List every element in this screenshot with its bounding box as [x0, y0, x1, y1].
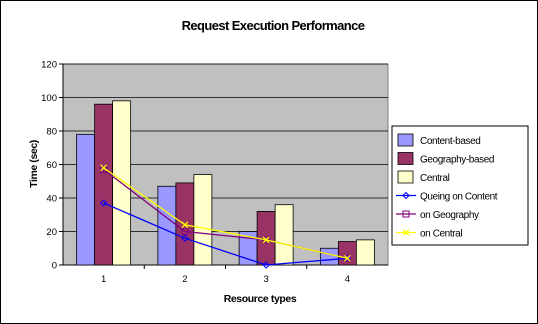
marker-on-central	[262, 236, 270, 244]
bar-geography-based	[94, 103, 114, 266]
y-tick-label: 20	[46, 227, 57, 238]
x-tick-label: 4	[345, 274, 350, 285]
x-tick-label: 3	[263, 274, 268, 285]
legend-label: on Central	[420, 229, 462, 240]
legend-label: Queing on Content	[420, 192, 498, 203]
legend-label: Central	[420, 173, 450, 184]
legend-marker	[402, 210, 410, 218]
marker-on-central	[181, 221, 189, 229]
marker-on-geography	[181, 228, 189, 235]
x-tick-label: 1	[101, 274, 106, 285]
y-tick-label: 40	[46, 194, 57, 205]
marker-queing-on-content	[181, 234, 189, 242]
y-tick-label: 0	[52, 261, 57, 272]
bar-central	[355, 239, 375, 266]
legend-swatch	[397, 152, 414, 165]
line-queing-on-content	[103, 202, 348, 266]
y-tick-label: 60	[46, 160, 57, 171]
legend-label: Geography-based	[420, 155, 494, 166]
marker-on-central	[343, 254, 351, 262]
line-on-central	[103, 167, 348, 259]
legend-marker	[402, 191, 410, 200]
x-axis-title: Resource types	[224, 293, 297, 305]
chart-title: Request Execution Performance	[182, 18, 365, 33]
marker-on-geography	[343, 254, 351, 262]
bar-central	[193, 174, 213, 266]
legend-marker	[402, 229, 410, 236]
legend-swatch	[397, 133, 414, 147]
x-tick-label: 2	[182, 274, 187, 285]
marker-on-central	[100, 164, 108, 172]
legend-label: Content-based	[420, 136, 480, 147]
y-tick-label: 120	[41, 60, 57, 71]
legend-label: on Geography	[420, 210, 479, 221]
bar-central	[274, 204, 294, 266]
y-axis-title: Time (sec)	[28, 140, 40, 188]
bar-content-based	[319, 247, 339, 266]
marker-queing-on-content	[99, 199, 108, 207]
legend: Content-based Geography-based Central Quein…	[391, 125, 529, 246]
legend-swatch	[397, 170, 414, 184]
plot-area: 0 20 40 60 80 100 120 1 2 3 4	[41, 60, 389, 285]
legend-box	[391, 125, 529, 246]
bar-content-based	[157, 185, 177, 266]
bar-content-based	[76, 133, 96, 266]
marker-queing-on-content	[262, 261, 270, 269]
y-tick-label: 100	[41, 93, 57, 104]
y-tick-label: 80	[46, 127, 57, 138]
